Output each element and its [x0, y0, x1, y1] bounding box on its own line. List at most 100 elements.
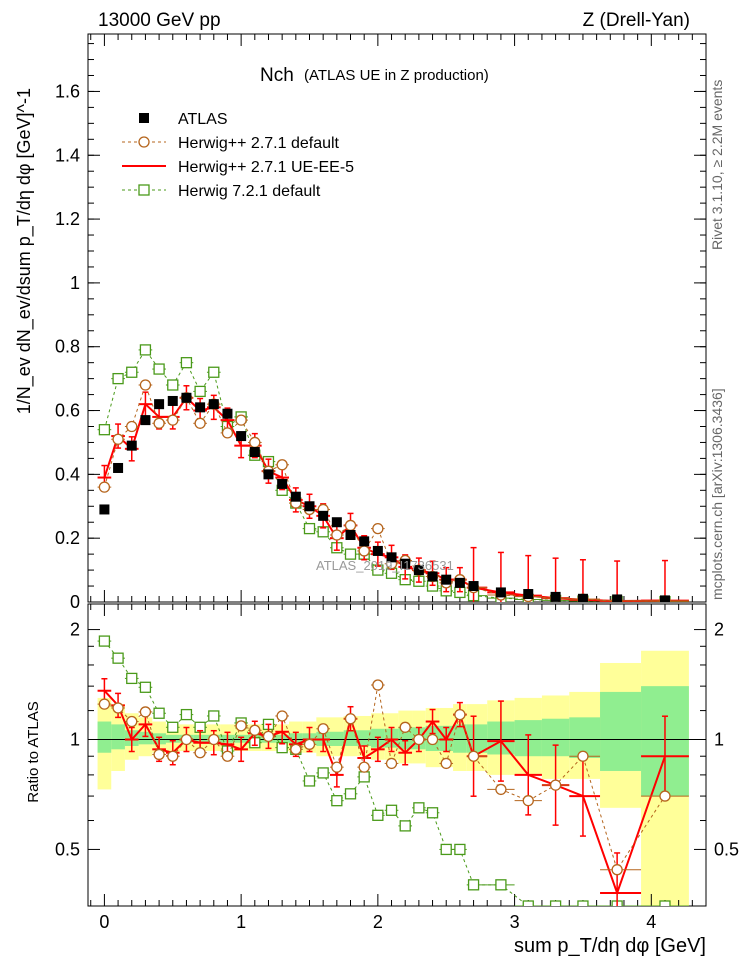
ratio-tick-label-right: 0.5	[714, 839, 739, 859]
series-herwig-7-2-1-default-point	[126, 366, 138, 378]
atlas-point	[468, 581, 479, 592]
series-herwig-7-2-1-default-point	[180, 357, 193, 369]
legend-label: Herwig++ 2.7.1 UE-EE-5	[178, 159, 354, 176]
ratio-herwig-2-7-1-default-point	[167, 750, 179, 762]
ratio-axis-label: Ratio to ATLAS	[25, 701, 42, 802]
ratio-band-green	[138, 731, 153, 745]
ratio-herwig-2-7-1-default-point	[180, 733, 193, 746]
ratio-herwig-2-7-1-default-point	[358, 761, 370, 773]
atlas-point	[372, 545, 383, 556]
series-herwig-7-2-1-default-point	[98, 424, 111, 436]
chart-title: Nch	[260, 65, 294, 86]
atlas-point	[441, 574, 452, 585]
ratio-herwig-2-7-1-default-point	[112, 702, 124, 714]
ratio-tick-label: 1	[70, 730, 80, 750]
atlas-point	[359, 536, 370, 547]
atlas-point	[659, 595, 670, 602]
series-herwig-2-7-1-default-point	[112, 433, 124, 445]
series-herwig-7-2-1-default-point	[153, 363, 165, 375]
ratio-herwig-2-7-1-default-point	[139, 706, 152, 718]
series-herwig-2-7-1-default-point	[235, 414, 247, 426]
atlas-point	[249, 447, 260, 458]
atlas-point	[454, 577, 465, 588]
atlas-point	[140, 415, 151, 426]
x-tick-label: 0	[99, 912, 109, 932]
ratio-herwig-2-7-1-default-point	[290, 743, 302, 755]
ratio-band-green	[330, 731, 344, 746]
legend-marker-circle	[138, 136, 150, 148]
legend-label: Herwig++ 2.7.1 default	[178, 135, 340, 152]
ratio-herwig-2-7-1-default-point	[413, 733, 425, 746]
main-panel: 0 0.2 0.4 0.6 0.8 1 1.2 1.4 1.6	[55, 33, 707, 612]
ratio-herwig-7-2-1-default-point	[577, 900, 589, 906]
series-herwig-7-2-1-default-point	[208, 366, 220, 378]
ratio-band-green	[165, 734, 180, 743]
atlas-point	[167, 395, 178, 406]
series-herwig-2-7-1-default-point	[167, 414, 179, 426]
ratio-herwig-7-2-1-default-point	[385, 804, 398, 816]
x-tick-label: 1	[236, 912, 246, 932]
ratio-tick-label-right: 1	[714, 730, 724, 750]
ratio-herwig-2-7-1-default-point	[454, 708, 466, 721]
ratio-herwig-7-2-1-default-point	[440, 843, 452, 856]
ratio-herwig-7-2-1-default-point	[331, 795, 343, 807]
ratio-herwig-7-2-1-default-point	[180, 708, 193, 721]
ratio-herwig-2-7-1-default-point	[249, 724, 261, 736]
series-herwig-2-7-1-default-point	[126, 420, 138, 433]
atlas-point	[154, 399, 165, 410]
y-tick-label: 0.6	[55, 401, 80, 421]
ratio-band-green	[398, 727, 413, 750]
ratio-herwig-7-2-1-default-point	[454, 843, 466, 856]
atlas-point	[181, 392, 192, 403]
ratio-herwig-7-2-1-default-point	[522, 900, 534, 906]
atlas-point	[290, 491, 301, 502]
ratio-herwig-2-7-1-default-point	[495, 783, 507, 796]
ratio-herwig-2-7-1-default-point	[235, 720, 247, 732]
ratio-tick-label: 2	[70, 620, 80, 640]
ratio-herwig-2-7-1-default-point	[303, 738, 316, 750]
mcplots-label: mcplots.cern.ch [arXiv:1306.3436]	[709, 388, 725, 600]
series-herwig-2-7-1-default-point	[331, 529, 343, 541]
ratio-frame	[87, 603, 707, 907]
atlas-point	[612, 594, 623, 602]
ratio-herwig-2-7-1-default-point	[577, 750, 589, 762]
series-herwig-2-7-1-default-point	[276, 459, 288, 471]
main-series	[97, 344, 689, 602]
ratio-herwig-2-7-1-ue-ee-5-line	[103, 690, 666, 896]
ratio-herwig-7-2-1-default-point	[549, 900, 562, 906]
series-herwig-7-2-1-default-point	[167, 379, 179, 391]
series-herwig-7-2-1-default-point	[112, 372, 124, 385]
atlas-point	[345, 529, 356, 540]
ratio-herwig-2-7-1-default-point	[611, 864, 623, 876]
y-tick-label: 0.2	[55, 528, 80, 548]
ratio-herwig-2-7-1-default-point	[372, 679, 384, 691]
ratio-herwig-7-2-1-default-point	[413, 802, 425, 814]
main-frame	[87, 33, 707, 603]
atlas-point	[99, 504, 110, 515]
ratio-herwig-7-2-1-default-point	[358, 771, 370, 783]
series-herwig-2-7-1-ue-ee-5	[97, 385, 689, 602]
rivet-label: Rivet 3.1.10, ≥ 2.2M events	[709, 80, 725, 250]
atlas-point	[413, 565, 424, 576]
atlas-point	[331, 517, 342, 528]
y-tick-label: 1	[70, 273, 80, 293]
process-label: Z (Drell-Yan)	[583, 10, 690, 31]
legend-label: Herwig 7.2.1 default	[178, 183, 321, 200]
legend: ATLAS Herwig++ 2.7.1 default Herwig++ 2.7.…	[122, 111, 354, 200]
atlas-point	[577, 593, 588, 602]
ratio-herwig-7-2-1-default-point	[372, 809, 384, 821]
ratio-herwig-2-7-1-default-point	[153, 748, 165, 761]
ratio-herwig-7-2-1-default-point	[98, 635, 111, 647]
y-tick-label: 0.4	[55, 464, 80, 484]
ratio-herwig-2-7-1-default-point	[440, 757, 452, 770]
ratio-herwig-7-2-1-default-point	[426, 807, 439, 819]
atlas-point	[277, 478, 288, 489]
series-herwig-2-7-1-default-point	[358, 545, 370, 557]
ratio-herwig-2-7-1-default-point	[98, 698, 111, 710]
legend-label: ATLAS	[178, 111, 228, 128]
ratio-band-green	[111, 724, 125, 750]
ratio-herwig-7-2-1-default-point	[153, 707, 165, 719]
series-herwig-2-7-1-default-point	[194, 417, 206, 429]
atlas-point	[208, 399, 219, 410]
